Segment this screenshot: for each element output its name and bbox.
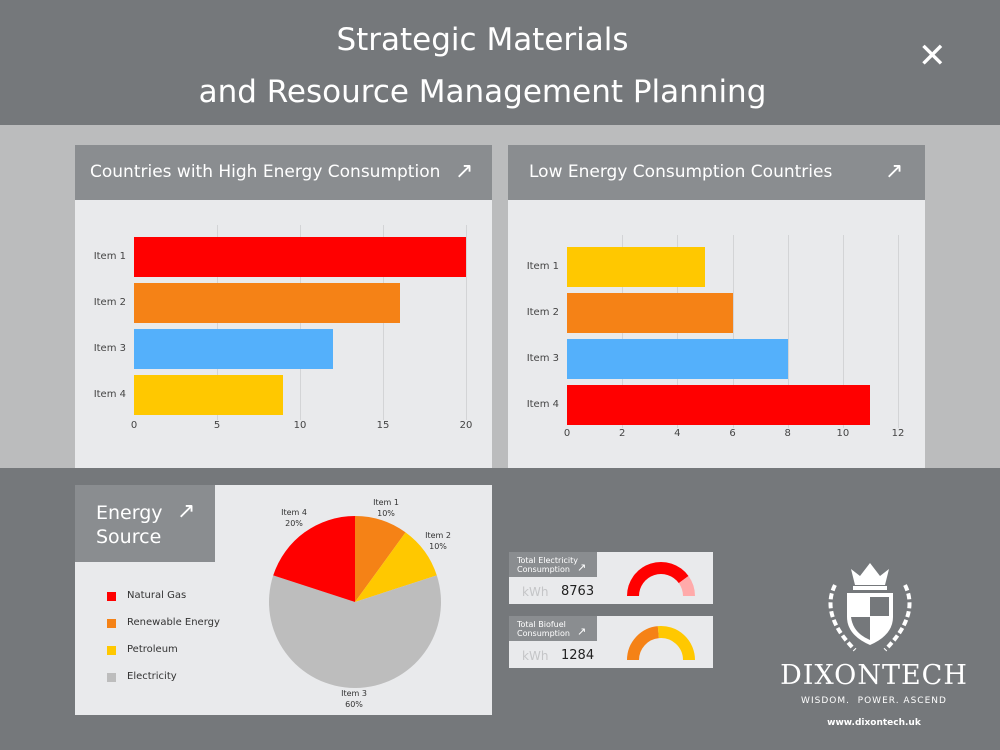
legend-swatch	[107, 673, 116, 682]
y-tick-label: Item 4	[93, 389, 126, 400]
y-tick-label: Item 1	[93, 251, 126, 262]
expand-arrow-icon[interactable]: ↗	[577, 625, 587, 638]
pie-label-pct: 10%	[429, 542, 447, 551]
panel-header: Energy Source ↗	[75, 485, 215, 562]
kpi-gauge	[627, 562, 695, 596]
brand-url[interactable]: www.dixontech.uk	[827, 718, 921, 728]
panel-title: Energy Source	[96, 501, 163, 549]
bar-4[interactable]	[134, 375, 284, 415]
gridline	[466, 225, 467, 420]
pie-label: Item 2 10%	[413, 530, 463, 552]
legend-label: Electricity	[127, 671, 177, 682]
kpi-header: Total Electricity Consumption	[509, 552, 597, 577]
y-tick-label: Item 3	[526, 353, 559, 364]
x-tick-label: 4	[674, 428, 681, 439]
title-line-1: Strategic Materials	[336, 22, 629, 58]
x-tick-label: 6	[729, 428, 736, 439]
x-tick-label: 5	[213, 420, 221, 431]
panel-header: Low Energy Consumption Countries	[508, 145, 925, 200]
legend-label: Renewable Energy	[127, 617, 220, 628]
panel-title: Countries with High Energy Consumption	[90, 162, 441, 182]
panel-title: Low Energy Consumption Countries	[529, 162, 833, 182]
pie-label-name: Item 3	[341, 689, 367, 698]
expand-arrow-icon[interactable]: ↗	[577, 561, 587, 574]
y-tick-label: Item 3	[93, 343, 126, 354]
gridline	[732, 235, 734, 428]
bar-1[interactable]	[134, 237, 466, 277]
legend-label: Natural Gas	[127, 590, 187, 601]
x-tick-label: 0	[563, 428, 571, 439]
y-tick-label: Item 2	[526, 307, 559, 318]
kpi-title: Consumption	[517, 629, 570, 638]
title-line: Source	[96, 526, 162, 548]
legend-label: Petroleum	[127, 644, 178, 655]
x-tick-label: 15	[376, 420, 390, 431]
pie-label-name: Item 1	[373, 498, 399, 507]
bar-3[interactable]	[134, 329, 334, 369]
title-line-2: and Resource Management Planning	[198, 74, 767, 110]
kpi-title: Total Biofuel	[517, 620, 566, 629]
kpi-gauge	[627, 626, 695, 660]
kpi-title: Total Electricity	[517, 556, 578, 565]
y-tick-label: Item 4	[526, 399, 559, 410]
gridline	[898, 235, 899, 428]
title-line: Energy	[96, 502, 163, 524]
y-tick-label: Item 1	[526, 261, 559, 272]
gridline	[842, 235, 844, 428]
x-tick-label: 12	[891, 428, 905, 439]
gauge-remainder	[657, 626, 695, 660]
pie-label: Item 1 10%	[361, 497, 411, 519]
x-tick-label: 20	[459, 420, 473, 431]
pie-label: Item 3 60%	[329, 688, 379, 710]
dixontech-logo-crest	[828, 563, 912, 652]
pie-slice-4[interactable]	[273, 516, 355, 602]
pie-label: Item 4 20%	[269, 507, 319, 529]
pie-label-pct: 20%	[285, 519, 303, 528]
x-tick-label: 10	[836, 428, 850, 439]
legend-swatch	[107, 646, 116, 655]
kpi-value: 1284	[561, 648, 595, 663]
brand-name: DIXONTECH	[780, 660, 968, 691]
bar-4[interactable]	[567, 385, 871, 425]
legend-swatch	[107, 592, 116, 601]
close-icon[interactable]: ✕	[918, 36, 947, 76]
kpi-header: Total Biofuel Consumption	[509, 616, 597, 641]
bar-2[interactable]	[134, 283, 400, 323]
kpi-title: Consumption	[517, 565, 570, 574]
bar-3[interactable]	[567, 339, 788, 379]
y-tick-label: Item 2	[93, 297, 126, 308]
gridline	[787, 235, 789, 428]
pie-label-pct: 60%	[345, 700, 363, 709]
pie-slice-3[interactable]	[268, 575, 441, 688]
brand-tagline: WISDOM. POWER. ASCEND	[801, 696, 947, 706]
expand-arrow-icon[interactable]: ↗	[177, 499, 196, 524]
header	[0, 0, 1000, 125]
x-tick-label: 10	[293, 420, 307, 431]
gauge-fill	[627, 626, 660, 660]
pie-label-pct: 10%	[377, 509, 395, 518]
gauge-remainder	[678, 576, 695, 596]
pie-slice-2[interactable]	[355, 532, 437, 602]
pie-label-name: Item 2	[425, 531, 451, 540]
x-tick-label: 8	[784, 428, 791, 439]
legend-swatch	[107, 619, 116, 628]
bar-2[interactable]	[567, 293, 733, 333]
expand-arrow-icon[interactable]: ↗	[885, 159, 904, 184]
pie-slice-1[interactable]	[355, 516, 406, 602]
page-title: Strategic Materials and Resource Manageme…	[0, 14, 965, 118]
bar-1[interactable]	[567, 247, 705, 287]
x-tick-label: 2	[618, 428, 626, 439]
kpi-value: 8763	[561, 584, 595, 599]
panel-header: Countries with High Energy Consumption	[75, 145, 492, 200]
pie-label-name: Item 4	[281, 508, 307, 517]
kpi-unit: kWh	[522, 585, 549, 599]
x-tick-label: 0	[130, 420, 138, 431]
gauge-fill	[627, 562, 689, 596]
kpi-unit: kWh	[522, 649, 549, 663]
expand-arrow-icon[interactable]: ↗	[455, 159, 474, 184]
